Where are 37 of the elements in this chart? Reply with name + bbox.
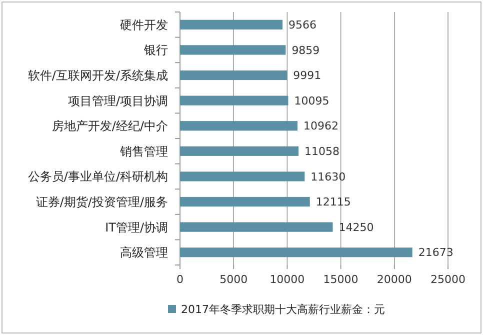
- data-label: 12115: [316, 196, 351, 209]
- y-tick-label: 软件/互联网开发/系统集成: [28, 68, 168, 82]
- y-tick-label: 房地产开发/经纪/中介: [52, 119, 168, 134]
- bar: [180, 146, 299, 156]
- y-tick-label: 高级管理: [120, 246, 168, 260]
- bar: [180, 121, 298, 131]
- y-tick-label: 硬件开发: [120, 18, 168, 32]
- x-tick-label: 20000: [376, 273, 412, 286]
- y-tick-label: 项目管理/项目协调: [68, 94, 168, 108]
- y-tick-label: IT管理/协调: [105, 220, 168, 234]
- x-tick-label: 25000: [430, 273, 466, 286]
- y-tick-label: 公务员/事业单位/科研机构: [28, 170, 168, 184]
- bar: [180, 172, 305, 182]
- x-tick-label: 5000: [220, 273, 248, 286]
- data-label: 14250: [338, 220, 374, 234]
- data-label: 9991: [293, 69, 322, 82]
- data-label: 21673: [418, 246, 454, 260]
- x-tick-label: 10000: [270, 273, 305, 286]
- bar: [180, 248, 412, 258]
- y-tick-label: 证券/期货/投资管理/服务: [36, 194, 168, 209]
- bar: [180, 45, 286, 55]
- bar: [180, 70, 288, 80]
- legend-label: 2017年冬季求职期十大高薪行业薪金：元: [181, 302, 385, 316]
- data-label: 10095: [294, 94, 330, 108]
- data-label: 9566: [288, 18, 317, 32]
- bar: [180, 96, 288, 106]
- data-label: 11630: [310, 170, 346, 184]
- y-tick-label: 银行: [143, 43, 168, 58]
- data-label: 10962: [304, 120, 339, 133]
- bar: [180, 196, 310, 207]
- data-label: 11058: [304, 145, 340, 158]
- x-tick-label: 15000: [323, 273, 358, 286]
- data-label: 9859: [292, 44, 320, 57]
- x-tick-label: 0: [176, 273, 184, 286]
- bar: [180, 222, 333, 232]
- bar: [180, 20, 283, 30]
- y-tick-label: 销售管理: [119, 144, 168, 158]
